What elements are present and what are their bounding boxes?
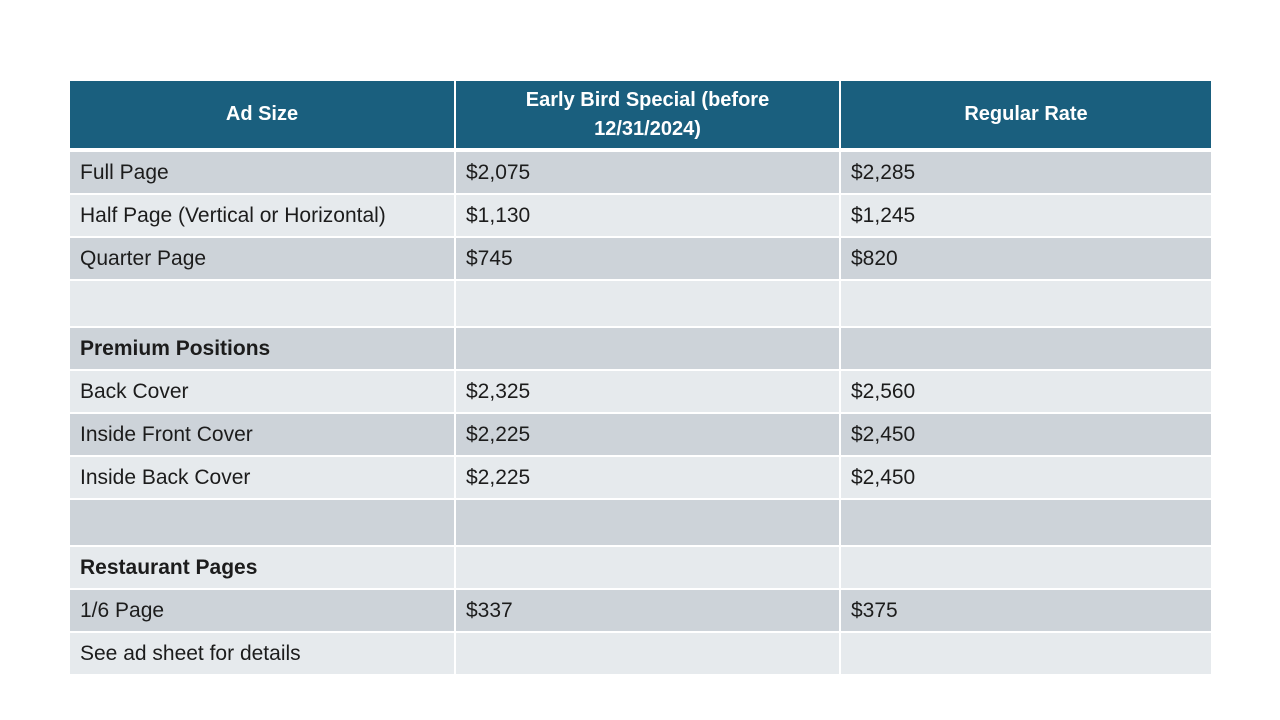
table-row: Back Cover $2,325 $2,560 xyxy=(68,369,1213,414)
regular-rate-cell xyxy=(839,498,1213,547)
regular-rate-cell: $2,285 xyxy=(839,149,1213,195)
ad-size-cell: Full Page xyxy=(68,149,456,195)
header-ad-size: Ad Size xyxy=(68,79,456,152)
regular-rate-cell xyxy=(839,631,1213,676)
regular-rate-cell xyxy=(839,279,1213,328)
early-bird-cell: $2,075 xyxy=(454,149,841,195)
table-row: Half Page (Vertical or Horizontal) $1,130… xyxy=(68,193,1213,238)
early-bird-cell: $2,225 xyxy=(454,412,841,457)
early-bird-cell xyxy=(454,326,841,371)
early-bird-cell: $1,130 xyxy=(454,193,841,238)
early-bird-cell xyxy=(454,498,841,547)
early-bird-cell: $2,225 xyxy=(454,455,841,500)
header-early-bird-special: Early Bird Special (before 12/31/2024) xyxy=(454,79,841,152)
early-bird-cell xyxy=(454,279,841,328)
regular-rate-cell: $820 xyxy=(839,236,1213,281)
early-bird-cell: $2,325 xyxy=(454,369,841,414)
ad-size-cell: Premium Positions xyxy=(68,326,456,371)
header-regular-rate: Regular Rate xyxy=(839,79,1213,152)
early-bird-cell xyxy=(454,631,841,676)
ad-size-cell: Restaurant Pages xyxy=(68,545,456,590)
early-bird-cell: $337 xyxy=(454,588,841,633)
early-bird-cell xyxy=(454,545,841,590)
ad-size-cell xyxy=(68,498,456,547)
header-row: Ad Size Early Bird Special (before 12/31… xyxy=(68,79,1213,152)
table-row: Inside Front Cover $2,225 $2,450 xyxy=(68,412,1213,457)
spacer-row xyxy=(68,279,1213,328)
section-header-row: Premium Positions xyxy=(68,326,1213,371)
ad-size-cell: Half Page (Vertical or Horizontal) xyxy=(68,193,456,238)
regular-rate-cell: $375 xyxy=(839,588,1213,633)
table-body: Full Page $2,075 $2,285 Half Page (Vertical… xyxy=(68,149,1213,676)
ad-size-cell: Back Cover xyxy=(68,369,456,414)
regular-rate-cell: $1,245 xyxy=(839,193,1213,238)
note-row: See ad sheet for details xyxy=(68,631,1213,676)
spacer-row xyxy=(68,498,1213,547)
regular-rate-cell: $2,560 xyxy=(839,369,1213,414)
ad-size-cell: Inside Front Cover xyxy=(68,412,456,457)
ad-size-cell xyxy=(68,279,456,328)
table-row: Quarter Page $745 $820 xyxy=(68,236,1213,281)
regular-rate-cell: $2,450 xyxy=(839,412,1213,457)
ad-size-cell: Quarter Page xyxy=(68,236,456,281)
table-row: Inside Back Cover $2,225 $2,450 xyxy=(68,455,1213,500)
table-header: Ad Size Early Bird Special (before 12/31… xyxy=(68,79,1213,152)
table-row: Full Page $2,075 $2,285 xyxy=(68,149,1213,195)
ad-size-cell: Inside Back Cover xyxy=(68,455,456,500)
regular-rate-cell: $2,450 xyxy=(839,455,1213,500)
ad-rates-table: Ad Size Early Bird Special (before 12/31… xyxy=(68,79,1213,676)
regular-rate-cell xyxy=(839,326,1213,371)
table-row: 1/6 Page $337 $375 xyxy=(68,588,1213,633)
regular-rate-cell xyxy=(839,545,1213,590)
ad-size-cell: 1/6 Page xyxy=(68,588,456,633)
early-bird-cell: $745 xyxy=(454,236,841,281)
section-header-row: Restaurant Pages xyxy=(68,545,1213,590)
ad-size-cell: See ad sheet for details xyxy=(68,631,456,676)
